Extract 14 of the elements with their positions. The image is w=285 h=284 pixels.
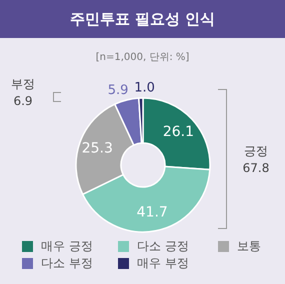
data-label: 25.3 [82,140,113,157]
chart-subtitle: [n=1,000, 단위: %] [94,51,190,64]
text: 부정 6.9 [10,76,36,110]
legend-label: 다소 부정 [41,255,93,272]
data-label: 41.7 [136,204,168,221]
text: 긍정 67.8 [242,143,270,177]
data-label: 5.9 [108,82,128,98]
legend-label: 다소 긍정 [137,238,189,255]
data-label: 26.1 [162,124,194,140]
legend-label: 보통 [237,238,261,255]
data-label: 1.0 [134,80,155,96]
legend-label: 매우 부정 [137,255,189,272]
chart-title: 주민투표 필요성 인식 [0,0,285,38]
legend-label: 매우 긍정 [41,238,93,255]
